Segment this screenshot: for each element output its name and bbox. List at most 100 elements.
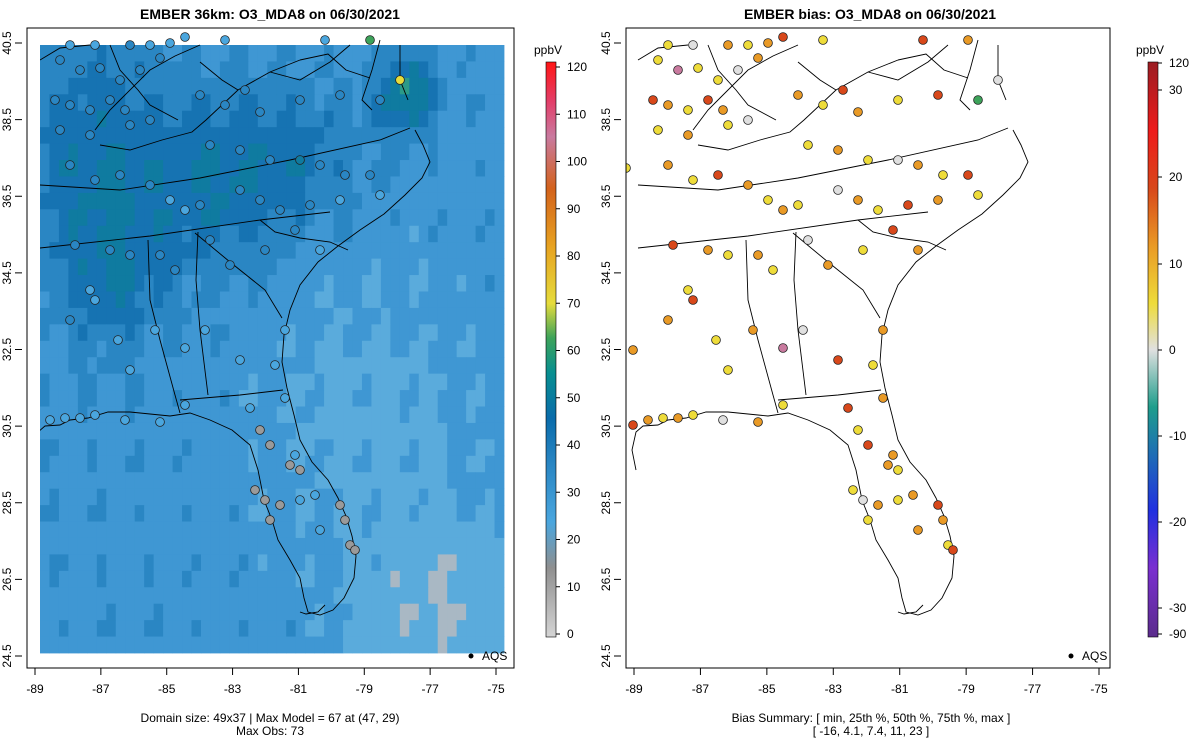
- model-grid-cell: [494, 192, 505, 210]
- model-grid-cell: [40, 324, 50, 342]
- model-grid-cell: [238, 307, 249, 325]
- model-grid-cell: [210, 340, 221, 358]
- bias-site-marker: [863, 515, 873, 525]
- model-grid-cell: [267, 176, 278, 194]
- model-grid-cell: [361, 422, 372, 440]
- model-grid-cell: [437, 406, 448, 424]
- model-grid-cell: [115, 143, 126, 161]
- model-grid-cell: [286, 324, 297, 342]
- model-grid-cell: [314, 291, 325, 309]
- model-grid-cell: [210, 242, 221, 260]
- model-grid-cell: [437, 620, 448, 637]
- state-border: [997, 45, 1007, 101]
- model-grid-cell: [125, 422, 136, 440]
- model-grid-cell: [68, 209, 79, 227]
- model-grid-cell: [191, 176, 202, 194]
- model-grid-cell: [115, 439, 126, 457]
- model-grid-cell: [361, 291, 372, 309]
- y-tick-label: 40.5: [599, 31, 613, 55]
- model-grid-cell: [200, 307, 211, 325]
- model-grid-cell: [125, 127, 136, 144]
- model-grid-cell: [182, 521, 192, 539]
- obs-site-marker: [180, 343, 190, 353]
- model-grid-cell: [380, 636, 391, 654]
- model-grid-cell: [238, 192, 249, 210]
- obs-site-marker: [115, 170, 125, 180]
- model-grid-cell: [380, 537, 391, 555]
- x-tick-label: -89: [26, 682, 44, 696]
- model-grid-cell: [248, 373, 259, 391]
- model-grid-cell: [248, 472, 259, 490]
- model-grid-cell: [182, 488, 192, 506]
- model-grid-cell: [466, 455, 476, 473]
- model-grid-cell: [409, 258, 420, 276]
- model-grid-cell: [134, 488, 145, 506]
- model-grid-cell: [68, 357, 79, 375]
- model-grid-cell: [343, 472, 353, 490]
- model-grid-cell: [115, 225, 126, 243]
- model-grid-cell: [144, 554, 155, 572]
- obs-site-marker: [295, 155, 305, 165]
- y-tick-label: 36.5: [599, 184, 613, 208]
- obs-site-marker: [395, 75, 405, 85]
- model-grid-cell: [40, 620, 50, 637]
- model-grid-cell: [352, 324, 363, 342]
- model-grid-cell: [200, 390, 211, 407]
- model-grid-cell: [447, 77, 458, 95]
- model-grid-cell: [257, 603, 268, 621]
- model-grid-cell: [333, 324, 344, 342]
- model-grid-cell: [172, 570, 183, 588]
- model-grid-cell: [447, 373, 458, 391]
- model-grid-cell: [58, 620, 69, 637]
- model-grid-cell: [238, 554, 249, 572]
- model-grid-cell: [390, 94, 401, 112]
- model-grid-cell: [96, 307, 107, 325]
- model-grid-cell: [418, 636, 429, 654]
- model-grid-cell: [58, 439, 69, 457]
- model-grid-cell: [447, 439, 458, 457]
- model-grid-cell: [485, 307, 495, 325]
- model-grid-cell: [68, 291, 79, 309]
- model-grid-cell: [409, 61, 420, 79]
- model-grid-cell: [494, 324, 505, 342]
- model-grid-cell: [238, 45, 249, 62]
- model-grid-cell: [361, 94, 372, 112]
- model-grid-cell: [58, 472, 69, 490]
- model-grid-cell: [96, 390, 107, 407]
- model-grid-cell: [96, 160, 107, 177]
- model-grid-cell: [115, 307, 126, 325]
- model-grid-cell: [163, 143, 173, 161]
- model-grid-cell: [153, 373, 164, 391]
- model-grid-cell: [191, 160, 202, 177]
- model-grid-cell: [219, 127, 230, 144]
- model-grid-cell: [238, 570, 249, 588]
- model-grid-cell: [447, 94, 458, 112]
- bias-site-marker: [768, 265, 778, 275]
- model-grid-cell: [409, 291, 420, 309]
- model-grid-cell: [257, 94, 268, 112]
- model-grid-cell: [153, 94, 164, 112]
- model-grid-cell: [68, 127, 79, 144]
- model-grid-cell: [494, 373, 505, 391]
- colorbar-tick-label: -20: [1169, 515, 1187, 529]
- obs-site-marker: [55, 125, 65, 135]
- model-grid-cell: [68, 110, 79, 128]
- model-grid-cell: [466, 439, 476, 457]
- model-grid-cell: [352, 340, 363, 358]
- model-grid-cell: [437, 472, 448, 490]
- state-border: [707, 44, 777, 121]
- model-grid-cell: [144, 620, 155, 637]
- model-grid-cell: [276, 291, 287, 309]
- model-grid-cell: [172, 603, 183, 621]
- model-grid-cell: [125, 209, 136, 227]
- model-grid-cell: [40, 307, 50, 325]
- model-grid-cell: [418, 77, 429, 95]
- model-grid-cell: [361, 61, 372, 79]
- obs-site-marker: [295, 465, 305, 475]
- model-grid-cell: [191, 324, 202, 342]
- state-border: [637, 44, 689, 61]
- model-grid-cell: [343, 242, 353, 260]
- model-grid-cell: [153, 603, 164, 621]
- model-grid-cell: [248, 242, 259, 260]
- model-grid-cell: [200, 488, 211, 506]
